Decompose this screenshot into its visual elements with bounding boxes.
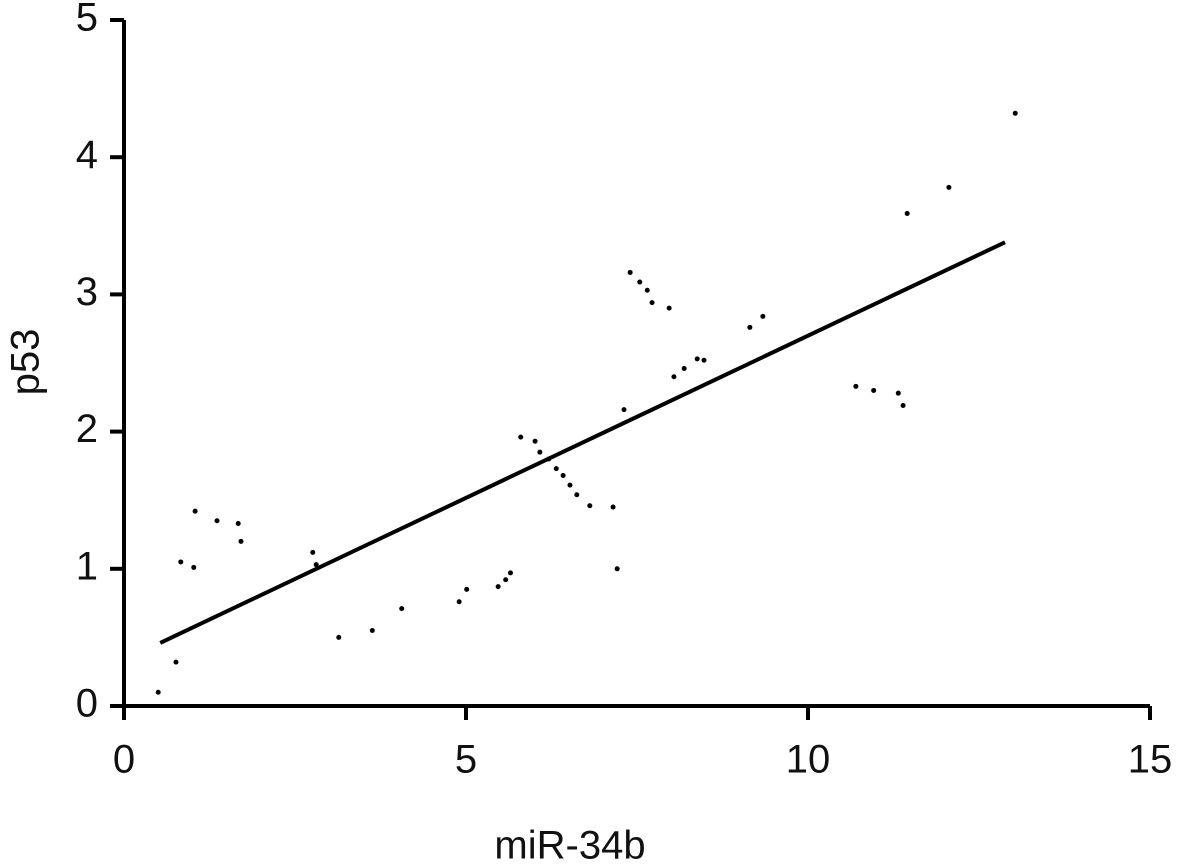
- x-tick-label: 5: [455, 738, 477, 782]
- data-point: [456, 599, 462, 605]
- y-tick-label: 5: [76, 0, 98, 40]
- data-point: [560, 473, 566, 479]
- data-point: [155, 689, 161, 695]
- data-point: [518, 434, 524, 440]
- data-point: [614, 566, 620, 572]
- data-point: [310, 549, 316, 555]
- data-point: [574, 492, 580, 498]
- x-axis-label: miR-34b: [494, 824, 645, 866]
- data-point: [853, 383, 859, 389]
- data-point: [871, 387, 877, 393]
- data-point: [553, 466, 559, 472]
- data-point: [904, 210, 910, 216]
- data-point: [235, 521, 241, 527]
- data-point: [238, 538, 244, 544]
- data-point: [649, 300, 655, 306]
- data-point: [681, 365, 687, 371]
- data-point: [192, 508, 198, 514]
- data-point: [621, 407, 627, 413]
- data-point: [644, 287, 650, 293]
- data-point: [666, 305, 672, 311]
- x-tick-label: 15: [1128, 738, 1173, 782]
- data-point: [173, 659, 179, 665]
- data-point: [336, 634, 342, 640]
- data-point: [313, 562, 319, 568]
- y-tick-label: 1: [76, 544, 98, 588]
- data-point: [464, 586, 470, 592]
- data-point: [671, 374, 677, 380]
- data-point: [537, 449, 543, 455]
- data-point: [760, 313, 766, 319]
- data-point: [495, 584, 501, 590]
- data-point: [191, 564, 197, 570]
- y-tick-label: 0: [76, 682, 98, 726]
- y-tick-label: 4: [76, 133, 98, 177]
- x-tick-label: 10: [786, 738, 831, 782]
- data-point: [747, 324, 753, 330]
- data-point: [567, 482, 573, 488]
- y-axis-label: p53: [4, 329, 48, 396]
- x-tick-label: 0: [113, 738, 135, 782]
- data-point: [507, 570, 513, 576]
- data-point: [895, 390, 901, 396]
- data-point: [214, 518, 220, 524]
- data-point: [946, 184, 952, 190]
- data-point: [503, 577, 509, 583]
- data-point: [610, 504, 616, 510]
- data-point: [369, 628, 375, 634]
- y-tick-label: 2: [76, 407, 98, 451]
- y-tick-label: 3: [76, 270, 98, 314]
- data-point: [1012, 110, 1018, 116]
- data-point: [178, 559, 184, 565]
- data-point: [694, 356, 700, 362]
- data-point: [532, 438, 538, 444]
- data-point: [587, 503, 593, 509]
- data-point: [900, 403, 906, 409]
- data-point: [701, 357, 707, 363]
- data-point: [637, 279, 643, 285]
- data-point: [399, 606, 405, 612]
- regression-line: [159, 240, 1006, 645]
- data-point: [627, 269, 633, 275]
